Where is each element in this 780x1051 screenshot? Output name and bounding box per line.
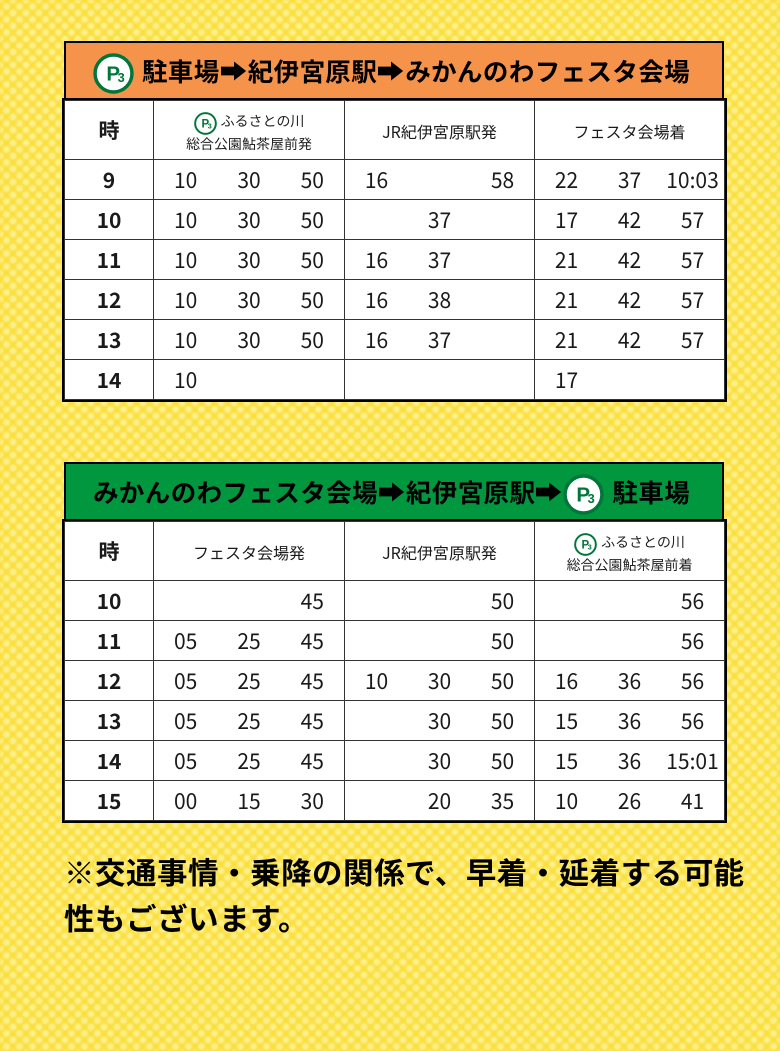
svg-text:3: 3 (118, 70, 126, 85)
svg-text:3: 3 (588, 491, 596, 506)
svg-text:3: 3 (207, 123, 211, 131)
svg-text:3: 3 (588, 544, 592, 552)
